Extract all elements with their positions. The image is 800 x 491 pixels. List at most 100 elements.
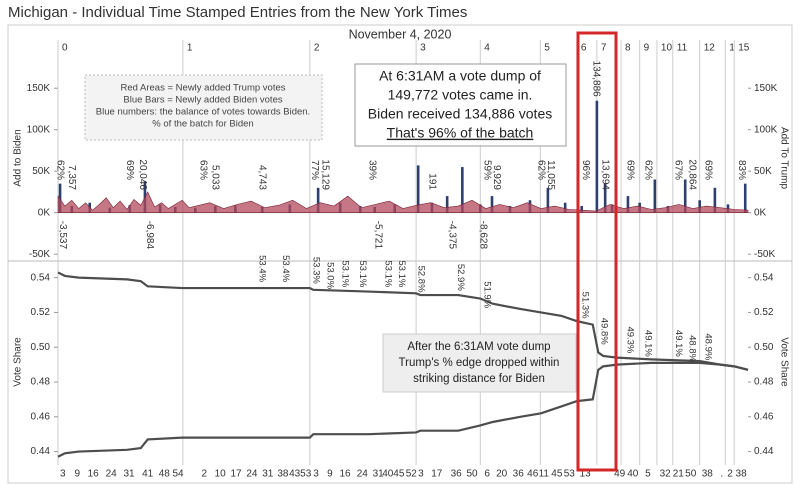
- minute-label: 46: [527, 469, 539, 480]
- batch-share-label: 77%: [309, 160, 320, 180]
- share-label: 53.1%: [382, 260, 393, 287]
- note-line: Red Areas = Newly added Trump votes: [120, 83, 285, 94]
- batch-share-label: 83%: [736, 160, 747, 180]
- balance-label: 4,743: [257, 165, 268, 190]
- minute-label: 21: [673, 469, 685, 480]
- share-label: 53.3%: [311, 257, 322, 284]
- y-tick-label: 0.48: [31, 377, 51, 388]
- minute-label: 31: [262, 469, 274, 480]
- hour-label: 2: [314, 43, 320, 54]
- batch-share-label: 39%: [366, 160, 377, 180]
- biden-bar: [603, 183, 607, 213]
- callout-box: [382, 333, 577, 393]
- balance-label: 9,929: [491, 165, 502, 190]
- share-label: 53.1%: [340, 260, 351, 287]
- vote-share-line: [57, 271, 749, 371]
- biden-bar: [743, 183, 747, 213]
- hour-label: 0: [62, 43, 68, 54]
- share-label: 48.9%: [702, 333, 713, 360]
- y2-tick-label: 0K: [754, 207, 767, 218]
- share-label: 52.8%: [415, 266, 426, 293]
- balance-label: 191: [426, 173, 437, 190]
- hour-label: 1: [187, 43, 193, 54]
- y2-tick-label: -50K: [754, 249, 775, 260]
- share-label: 53.4%: [257, 255, 268, 282]
- share-label: 49.3%: [624, 326, 635, 353]
- minute-label: 20: [496, 469, 508, 480]
- callout-line: 149,772 votes came in.: [388, 87, 533, 103]
- minute-label: 9: [327, 469, 333, 480]
- minute-label: 2: [201, 469, 207, 480]
- biden-bar: [683, 179, 687, 213]
- minute-label: 6: [484, 469, 490, 480]
- minute-label: 36: [451, 469, 463, 480]
- y-tick-label: 0.44: [31, 446, 51, 457]
- minute-label: 54: [172, 469, 184, 480]
- y-tick-label: 0K: [38, 207, 51, 218]
- y-tick-label: 0.54: [31, 272, 51, 283]
- minute-label: 9: [75, 469, 81, 480]
- callout-line: Trump's % edge dropped within: [399, 357, 560, 369]
- batch-share-label: 69%: [702, 160, 713, 180]
- callout-line: At 6:31AM a vote dump of: [379, 68, 541, 84]
- biden-bar: [653, 179, 657, 213]
- hour-label: 1: [729, 43, 735, 54]
- minute-label: 52: [406, 469, 418, 480]
- minute-label: .: [720, 469, 723, 480]
- minute-label: 11: [539, 469, 550, 480]
- biden-bar: [580, 206, 584, 213]
- minute-label: 24: [106, 469, 118, 480]
- y2-tick-label: 150K: [754, 83, 778, 94]
- minute-label: 48: [159, 469, 171, 480]
- minute-label: 17: [431, 469, 443, 480]
- highlight-box: [576, 31, 618, 472]
- y-tick-label: 0.46: [31, 411, 51, 422]
- note-line: Blue Bars = Newly added Biden votes: [123, 95, 282, 106]
- minute-label: 53: [564, 469, 576, 480]
- share-label: 53.4%: [280, 255, 291, 282]
- y-tick-label: -50K: [29, 249, 50, 260]
- balance-label: 13,694: [600, 159, 611, 190]
- share-label: 48.8%: [687, 335, 698, 362]
- y-tick-label: 50K: [32, 166, 50, 177]
- batch-share-label: 67%: [673, 160, 684, 180]
- y-tick-label: 100K: [27, 124, 51, 135]
- batch-share-label: 69%: [624, 160, 635, 180]
- balance-label: -5,721: [373, 221, 384, 250]
- minute-label: 24: [246, 469, 258, 480]
- minute-label: 16: [88, 469, 100, 480]
- note-line: Blue numbers: the balance of votes towar…: [96, 107, 310, 118]
- hour-label: 6: [581, 43, 587, 54]
- minute-label: 31: [373, 469, 385, 480]
- biden-bar: [445, 196, 449, 213]
- note-box: [84, 74, 323, 141]
- minute-label: 49: [614, 469, 626, 480]
- share-label: 51.9%: [482, 281, 493, 308]
- callout-line: After the 6:31AM vote dump: [407, 341, 550, 353]
- minute-label: 40: [382, 469, 394, 480]
- biden-bar: [595, 100, 599, 213]
- legend-note: Red Areas = Newly added Trump votes Blue…: [84, 74, 323, 141]
- y2-tick-label: 0.48: [754, 377, 774, 388]
- y2-tick-label: 0.50: [754, 342, 774, 353]
- minute-label: 38: [736, 469, 748, 480]
- share-label: 53.1%: [357, 260, 368, 287]
- hour-label: 12: [704, 43, 716, 54]
- share-label: 49.8%: [598, 318, 609, 345]
- balance-label: -4,375: [446, 221, 457, 250]
- y2-tick-label: 50K: [754, 166, 772, 177]
- chart-subtitle: November 4, 2020: [349, 27, 452, 41]
- vote-share-line: [57, 361, 749, 458]
- minute-label: 17: [230, 469, 242, 480]
- biden-bar: [461, 167, 464, 213]
- balance-label: -6,984: [144, 221, 155, 250]
- minute-label: 5: [645, 469, 651, 480]
- biden-bar: [698, 200, 701, 213]
- balance-label: 7,357: [66, 165, 77, 190]
- hour-label: 4: [484, 43, 490, 54]
- y2-tick-label: 0.52: [754, 307, 774, 318]
- minute-label: 41: [142, 469, 154, 480]
- trump-area: [57, 191, 749, 213]
- minute-label: 3: [418, 469, 424, 480]
